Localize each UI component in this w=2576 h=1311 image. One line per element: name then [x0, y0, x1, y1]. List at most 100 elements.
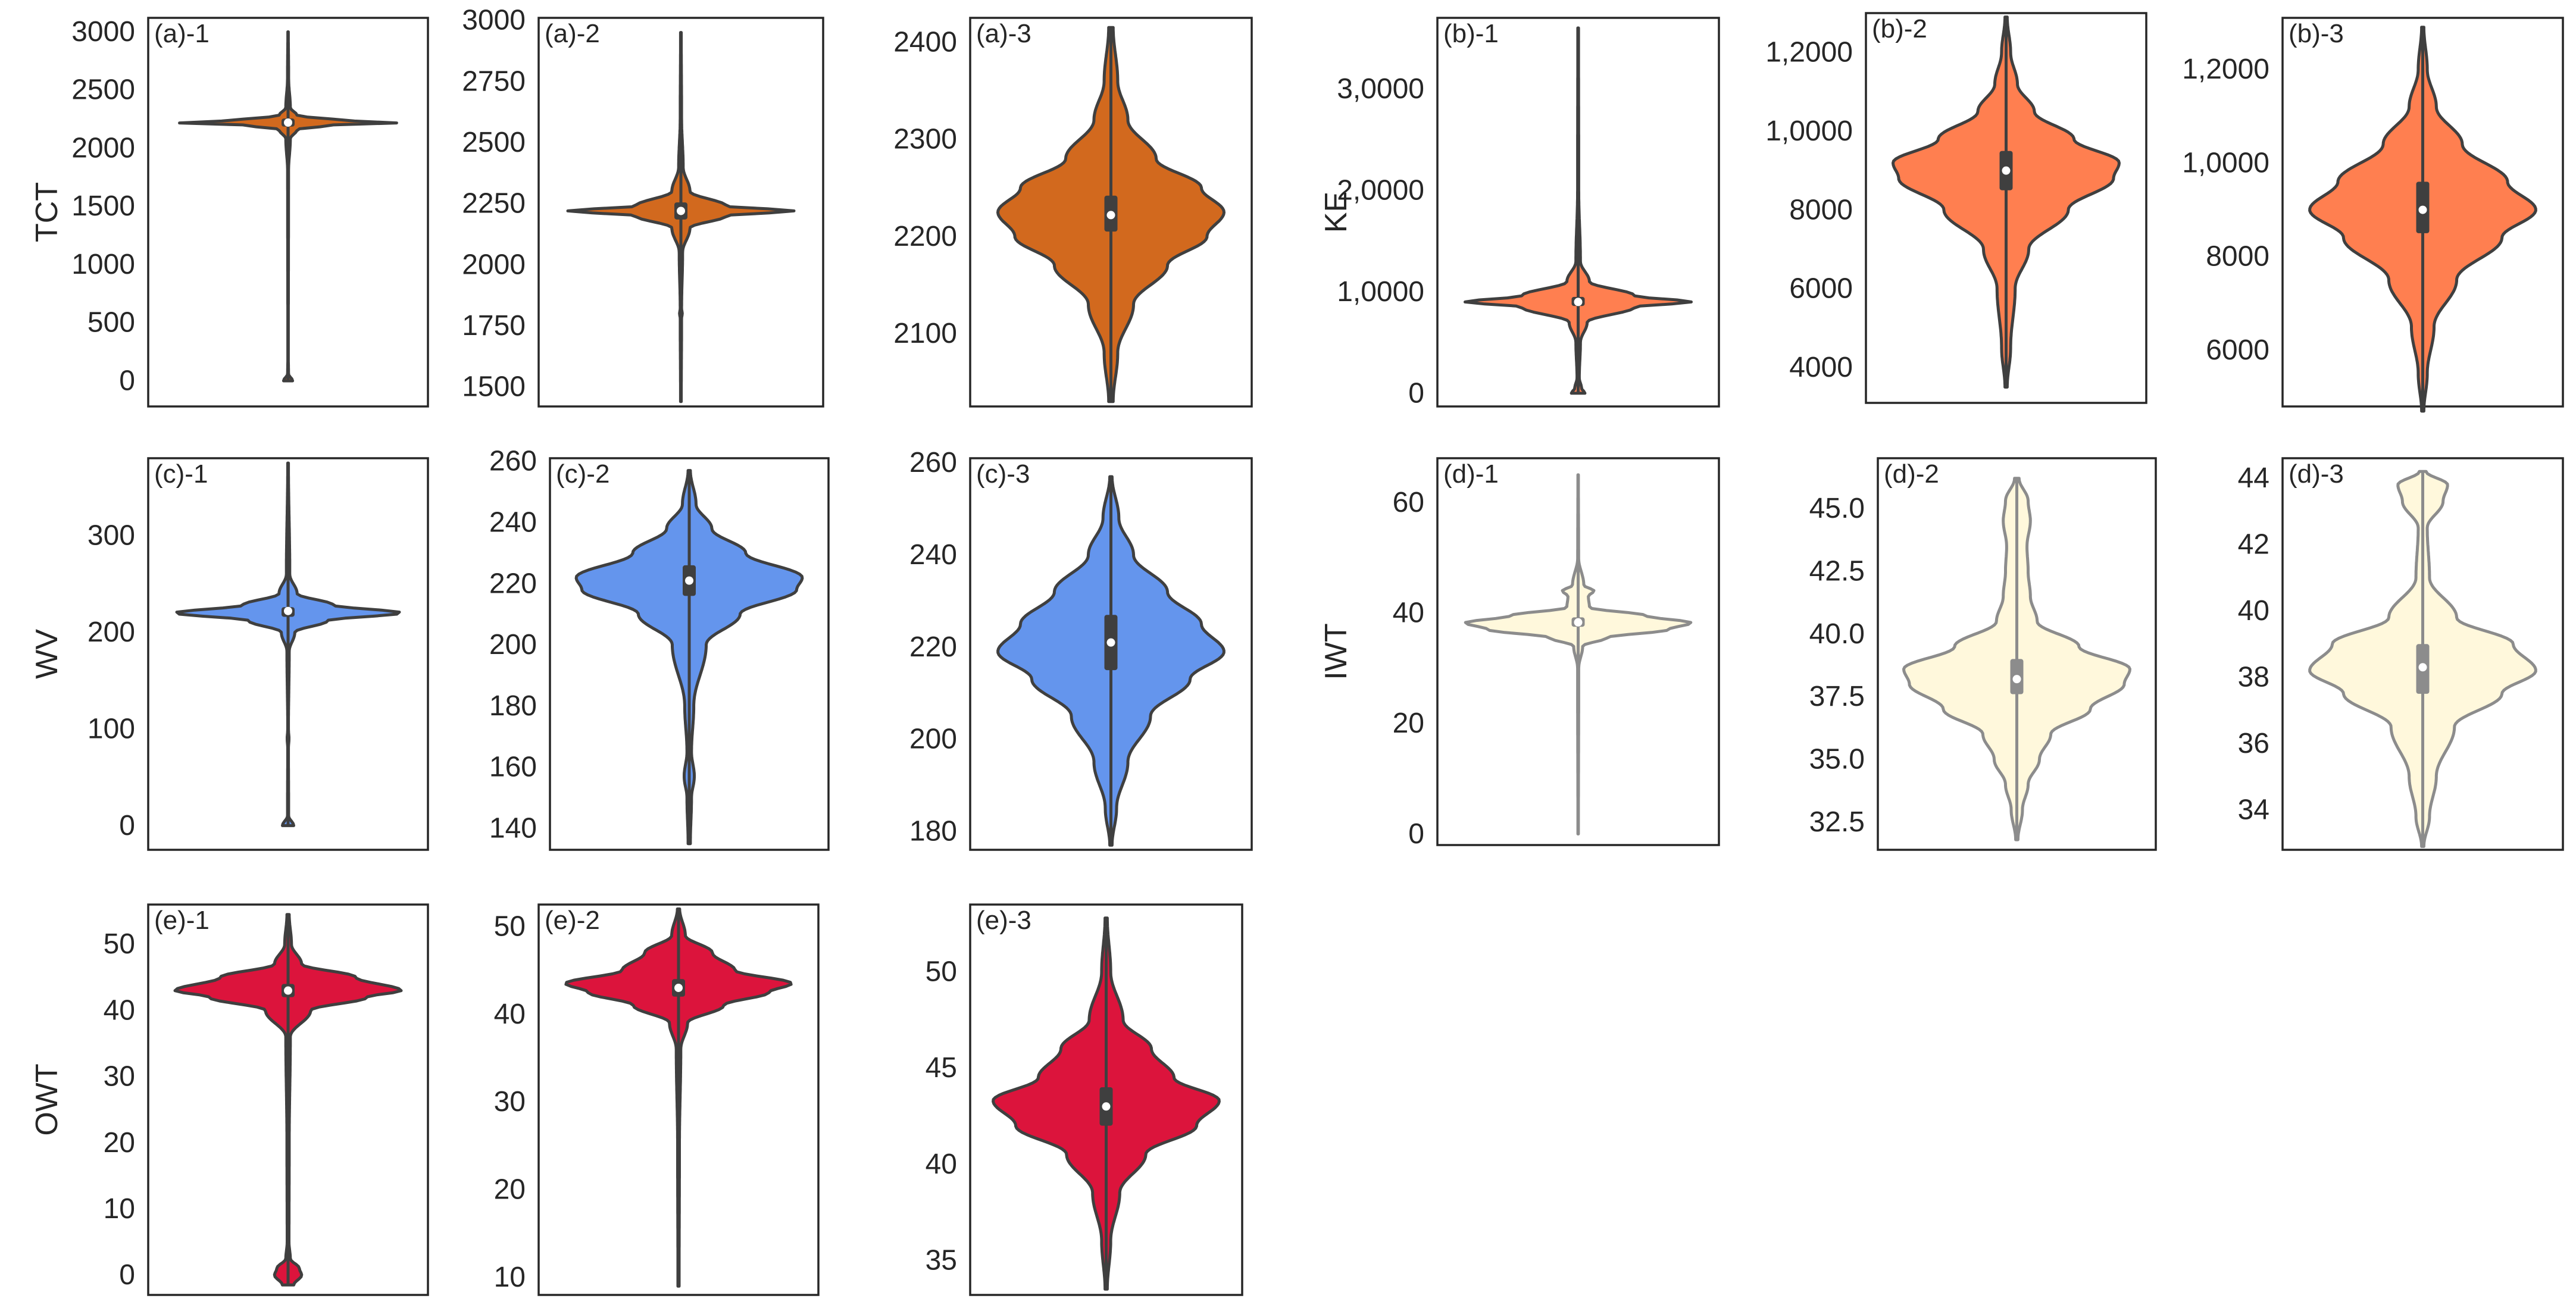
- panel-label: (c)-2: [556, 459, 609, 489]
- y-tick-label: 37.5: [1809, 681, 1865, 712]
- panel-e-3: 35 40 45 50 (e)-3: [926, 903, 1243, 1296]
- y-tick-label: 34: [2238, 794, 2269, 826]
- y-tick-label: 4000: [1789, 352, 1853, 383]
- y-tick-label: 0: [119, 1259, 135, 1291]
- panel-label: (e)-3: [976, 906, 1031, 935]
- y-tick-label: 42.5: [1809, 555, 1865, 587]
- y-tick-label: 8000: [1789, 194, 1853, 226]
- panel-label: (d)-3: [2289, 459, 2344, 489]
- y-axis-label: IWT: [1319, 623, 1353, 680]
- y-tick-label: 300: [87, 520, 135, 551]
- y-tick-label: 180: [909, 816, 957, 847]
- y-tick-label: 200: [87, 617, 135, 648]
- y-tick-label: 140: [489, 813, 537, 844]
- y-tick-label: 1750: [462, 310, 526, 342]
- y-tick-label: 260: [909, 447, 957, 478]
- panel-c-1: 0 100 200 300 WV (c)-1: [30, 457, 429, 851]
- y-tick-label: 200: [489, 629, 537, 661]
- violin-median-point: [677, 206, 685, 215]
- y-axis-label: OWT: [30, 1063, 64, 1135]
- violin-median-point: [2002, 166, 2011, 175]
- panel-d-2: 32.5 35.0 37.5 40.0 42.5 45.0 (d)-2: [1809, 457, 2157, 851]
- y-tick-label: 45: [926, 1052, 957, 1084]
- y-tick-label: 2100: [893, 318, 957, 349]
- y-tick-label: 1500: [462, 371, 526, 403]
- y-tick-label: 0: [119, 810, 135, 841]
- y-tick-label: 1,2000: [2182, 54, 2269, 85]
- y-tick-label: 3000: [71, 16, 135, 48]
- panel-a-2: 1500 1750 2000 2250 2500 2750 3000 (a)-2: [462, 5, 824, 408]
- panel-c-3: 180 200 220 240 260 (c)-3: [909, 447, 1253, 851]
- y-tick-label: 500: [87, 307, 135, 339]
- panel-label: (b)-1: [1443, 19, 1499, 48]
- y-axis-label: KE: [1319, 192, 1353, 233]
- y-tick-label: 20: [494, 1174, 526, 1206]
- panel-a-3: 2100 2200 2300 2400 (a)-3: [893, 17, 1253, 408]
- y-tick-label: 2200: [893, 221, 957, 252]
- y-tick-label: 3,0000: [1337, 73, 1424, 105]
- panel-label: (d)-1: [1443, 459, 1499, 489]
- violin-median-point: [1106, 638, 1115, 647]
- y-axis-label: WV: [30, 629, 64, 679]
- y-tick-label: 35.0: [1809, 744, 1865, 775]
- y-tick-label: 1000: [71, 249, 135, 280]
- y-tick-label: 1500: [71, 190, 135, 222]
- y-tick-label: 240: [489, 506, 537, 538]
- panel-label: (e)-2: [545, 906, 600, 935]
- panel-d-3: 34 36 38 40 42 44 (d)-3: [2238, 457, 2564, 851]
- y-tick-label: 40: [2238, 595, 2269, 627]
- panel-label: (e)-1: [154, 906, 210, 935]
- panel-b-1: 0 1,0000 2,0000 3,0000 KE (b)-1: [1319, 17, 1720, 409]
- panel-label: (a)-1: [154, 19, 210, 48]
- y-tick-label: 40: [104, 994, 135, 1026]
- y-tick-label: 2000: [462, 249, 526, 280]
- y-tick-label: 200: [909, 724, 957, 755]
- axes-frame: [537, 17, 824, 408]
- y-tick-label: 2500: [462, 127, 526, 158]
- violin-median-point: [2012, 675, 2021, 684]
- panel-b-3: 6000 8000 1,0000 1,2000 (b)-3: [2182, 17, 2564, 413]
- y-tick-label: 1,0000: [2182, 147, 2269, 179]
- axes-frame: [969, 903, 1243, 1296]
- y-tick-label: 8000: [2206, 241, 2269, 273]
- y-tick-label: 6000: [2206, 334, 2269, 366]
- axes-frame: [969, 17, 1253, 408]
- panel-label: (a)-3: [976, 19, 1031, 48]
- y-tick-label: 50: [104, 928, 135, 960]
- y-tick-label: 1,2000: [1765, 37, 1853, 68]
- violin-median-point: [2418, 663, 2427, 672]
- y-tick-label: 180: [489, 690, 537, 722]
- panel-d-1: 0 20 40 60 IWT (d)-1: [1319, 457, 1720, 850]
- panel-label: (c)-1: [154, 459, 208, 489]
- violin-median-point: [284, 118, 292, 127]
- y-tick-label: 2300: [893, 124, 957, 155]
- panel-b-2: 4000 6000 8000 1,0000 1,2000 (b)-2: [1765, 12, 2147, 404]
- y-tick-label: 60: [1393, 487, 1424, 518]
- y-tick-label: 44: [2238, 462, 2269, 494]
- panel-label: (d)-2: [1884, 459, 1939, 489]
- axes-frame: [147, 457, 429, 851]
- violin-median-point: [284, 986, 292, 995]
- y-tick-label: 3000: [462, 5, 526, 36]
- y-tick-label: 0: [1408, 818, 1424, 850]
- y-tick-label: 50: [494, 910, 526, 942]
- y-tick-label: 240: [909, 539, 957, 571]
- y-tick-label: 20: [1393, 708, 1424, 739]
- panel-e-1: 0 10 20 30 40 50 OWT (e)-1: [30, 903, 429, 1296]
- axes-frame: [969, 457, 1253, 851]
- y-tick-label: 30: [104, 1061, 135, 1093]
- y-tick-label: 32.5: [1809, 806, 1865, 838]
- y-tick-label: 2500: [71, 74, 135, 106]
- violin-median-point: [674, 984, 683, 993]
- panel-label: (c)-3: [976, 459, 1030, 489]
- violin-median-point: [1574, 618, 1583, 627]
- axes-frame: [147, 903, 429, 1296]
- panel-label: (b)-3: [2289, 19, 2344, 48]
- panel-a-1: 0 500 1000 1500 2000 2500 3000 TCT (a)-1: [30, 16, 429, 408]
- axes-frame: [147, 17, 429, 408]
- violin-median-point: [685, 576, 693, 585]
- y-tick-label: 220: [909, 631, 957, 663]
- axes-frame: [537, 903, 820, 1296]
- y-tick-label: 40.0: [1809, 618, 1865, 650]
